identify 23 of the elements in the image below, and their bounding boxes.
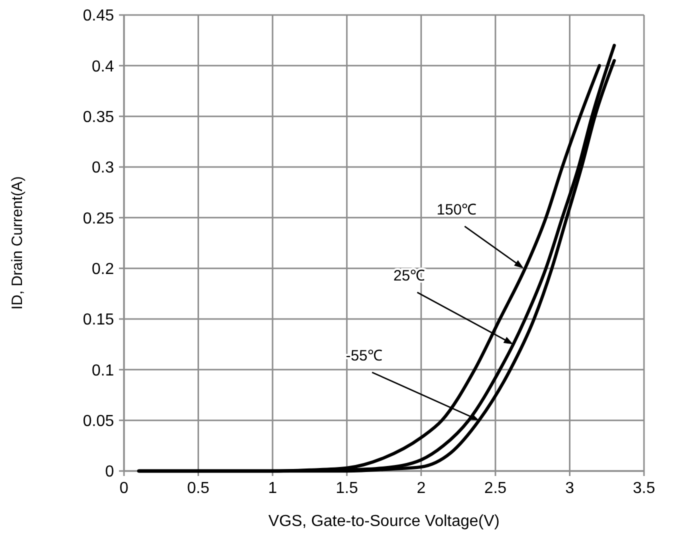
annotation: -55℃ [346,347,382,364]
annotation: 150℃ [436,201,477,218]
x-axis-title: VGS, Gate-to-Source Voltage(V) [268,513,500,530]
y-tick-label: 0.1 [92,362,114,380]
x-tick-label: 1 [268,480,278,497]
y-tick-label: 0.15 [82,312,114,329]
y-tick-label: 0.25 [82,210,114,228]
x-tick-label: 0 [120,480,129,497]
y-tick-label: 0.45 [82,8,114,25]
x-tick-label: 3.5 [632,480,656,497]
x-tick-label: 3 [565,480,574,497]
annotation: 25℃ [393,267,426,284]
x-tick-label: 1.5 [336,480,358,497]
y-tick-label: 0.05 [82,412,114,430]
y-tick-label: 0.3 [92,160,114,177]
y-tick-label: 0.4 [92,58,114,76]
x-tick-label: 2.5 [484,480,507,497]
y-tick-label: 0 [105,464,114,481]
x-tick-label: 2 [416,480,426,497]
y-axis-title: ID, Drain Current(A) [9,176,26,310]
y-tick-label: 0.2 [92,260,114,278]
x-tick-label: 0.5 [187,480,210,497]
y-tick-label: 0.35 [82,108,114,126]
